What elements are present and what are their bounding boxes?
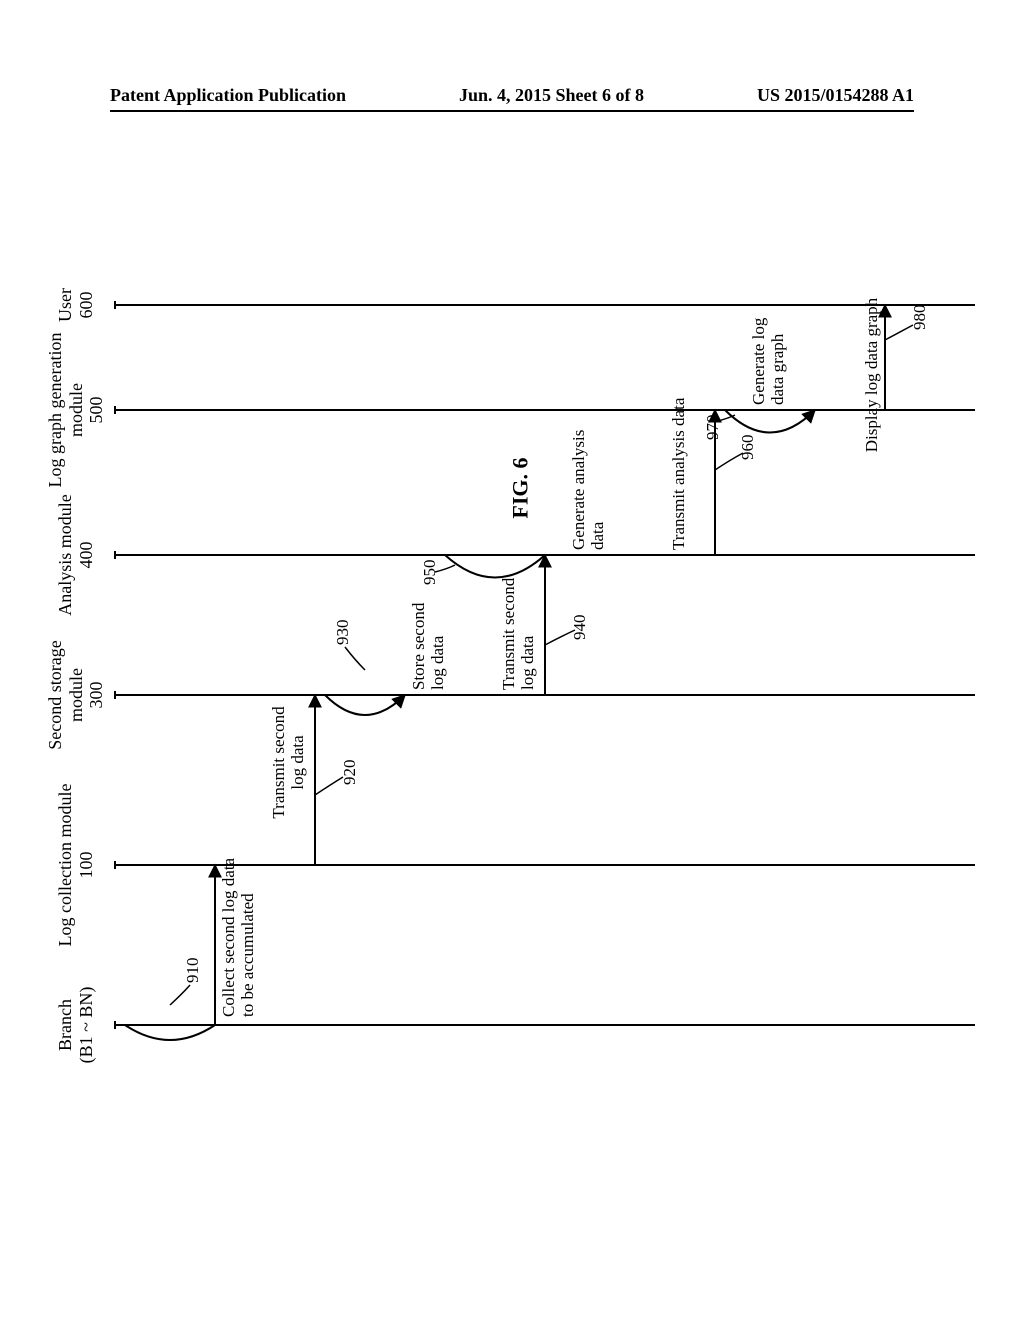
label-980: Display log data graph [863, 285, 882, 465]
ref-980: 980 [910, 305, 930, 331]
sequence-diagram: Branch (B1 ~ BN) Log collection module 1… [15, 295, 1015, 1065]
ref-930: 930 [333, 620, 353, 646]
ref-950: 950 [420, 560, 440, 586]
header-left: Patent Application Publication [110, 85, 346, 106]
header-right: US 2015/0154288 A1 [757, 85, 914, 106]
ref-970: 970 [703, 415, 723, 441]
label-940: Transmit second log data [500, 555, 537, 690]
header-rule [110, 110, 914, 112]
ref-940: 940 [570, 615, 590, 641]
label-910: Collect second log data to be accumulate… [220, 837, 257, 1017]
page-header: Patent Application Publication Jun. 4, 2… [0, 85, 1024, 112]
ref-920: 920 [340, 760, 360, 786]
label-970: Generate log data graph [750, 285, 787, 405]
header-center: Jun. 4, 2015 Sheet 6 of 8 [459, 85, 644, 106]
header-row: Patent Application Publication Jun. 4, 2… [0, 85, 1024, 106]
label-960: Transmit analysis data [670, 375, 689, 550]
ref-960: 960 [738, 435, 758, 461]
label-920: Transmit second log data [270, 695, 307, 830]
label-950: Generate analysis data [570, 400, 607, 550]
ref-910: 910 [183, 958, 203, 984]
